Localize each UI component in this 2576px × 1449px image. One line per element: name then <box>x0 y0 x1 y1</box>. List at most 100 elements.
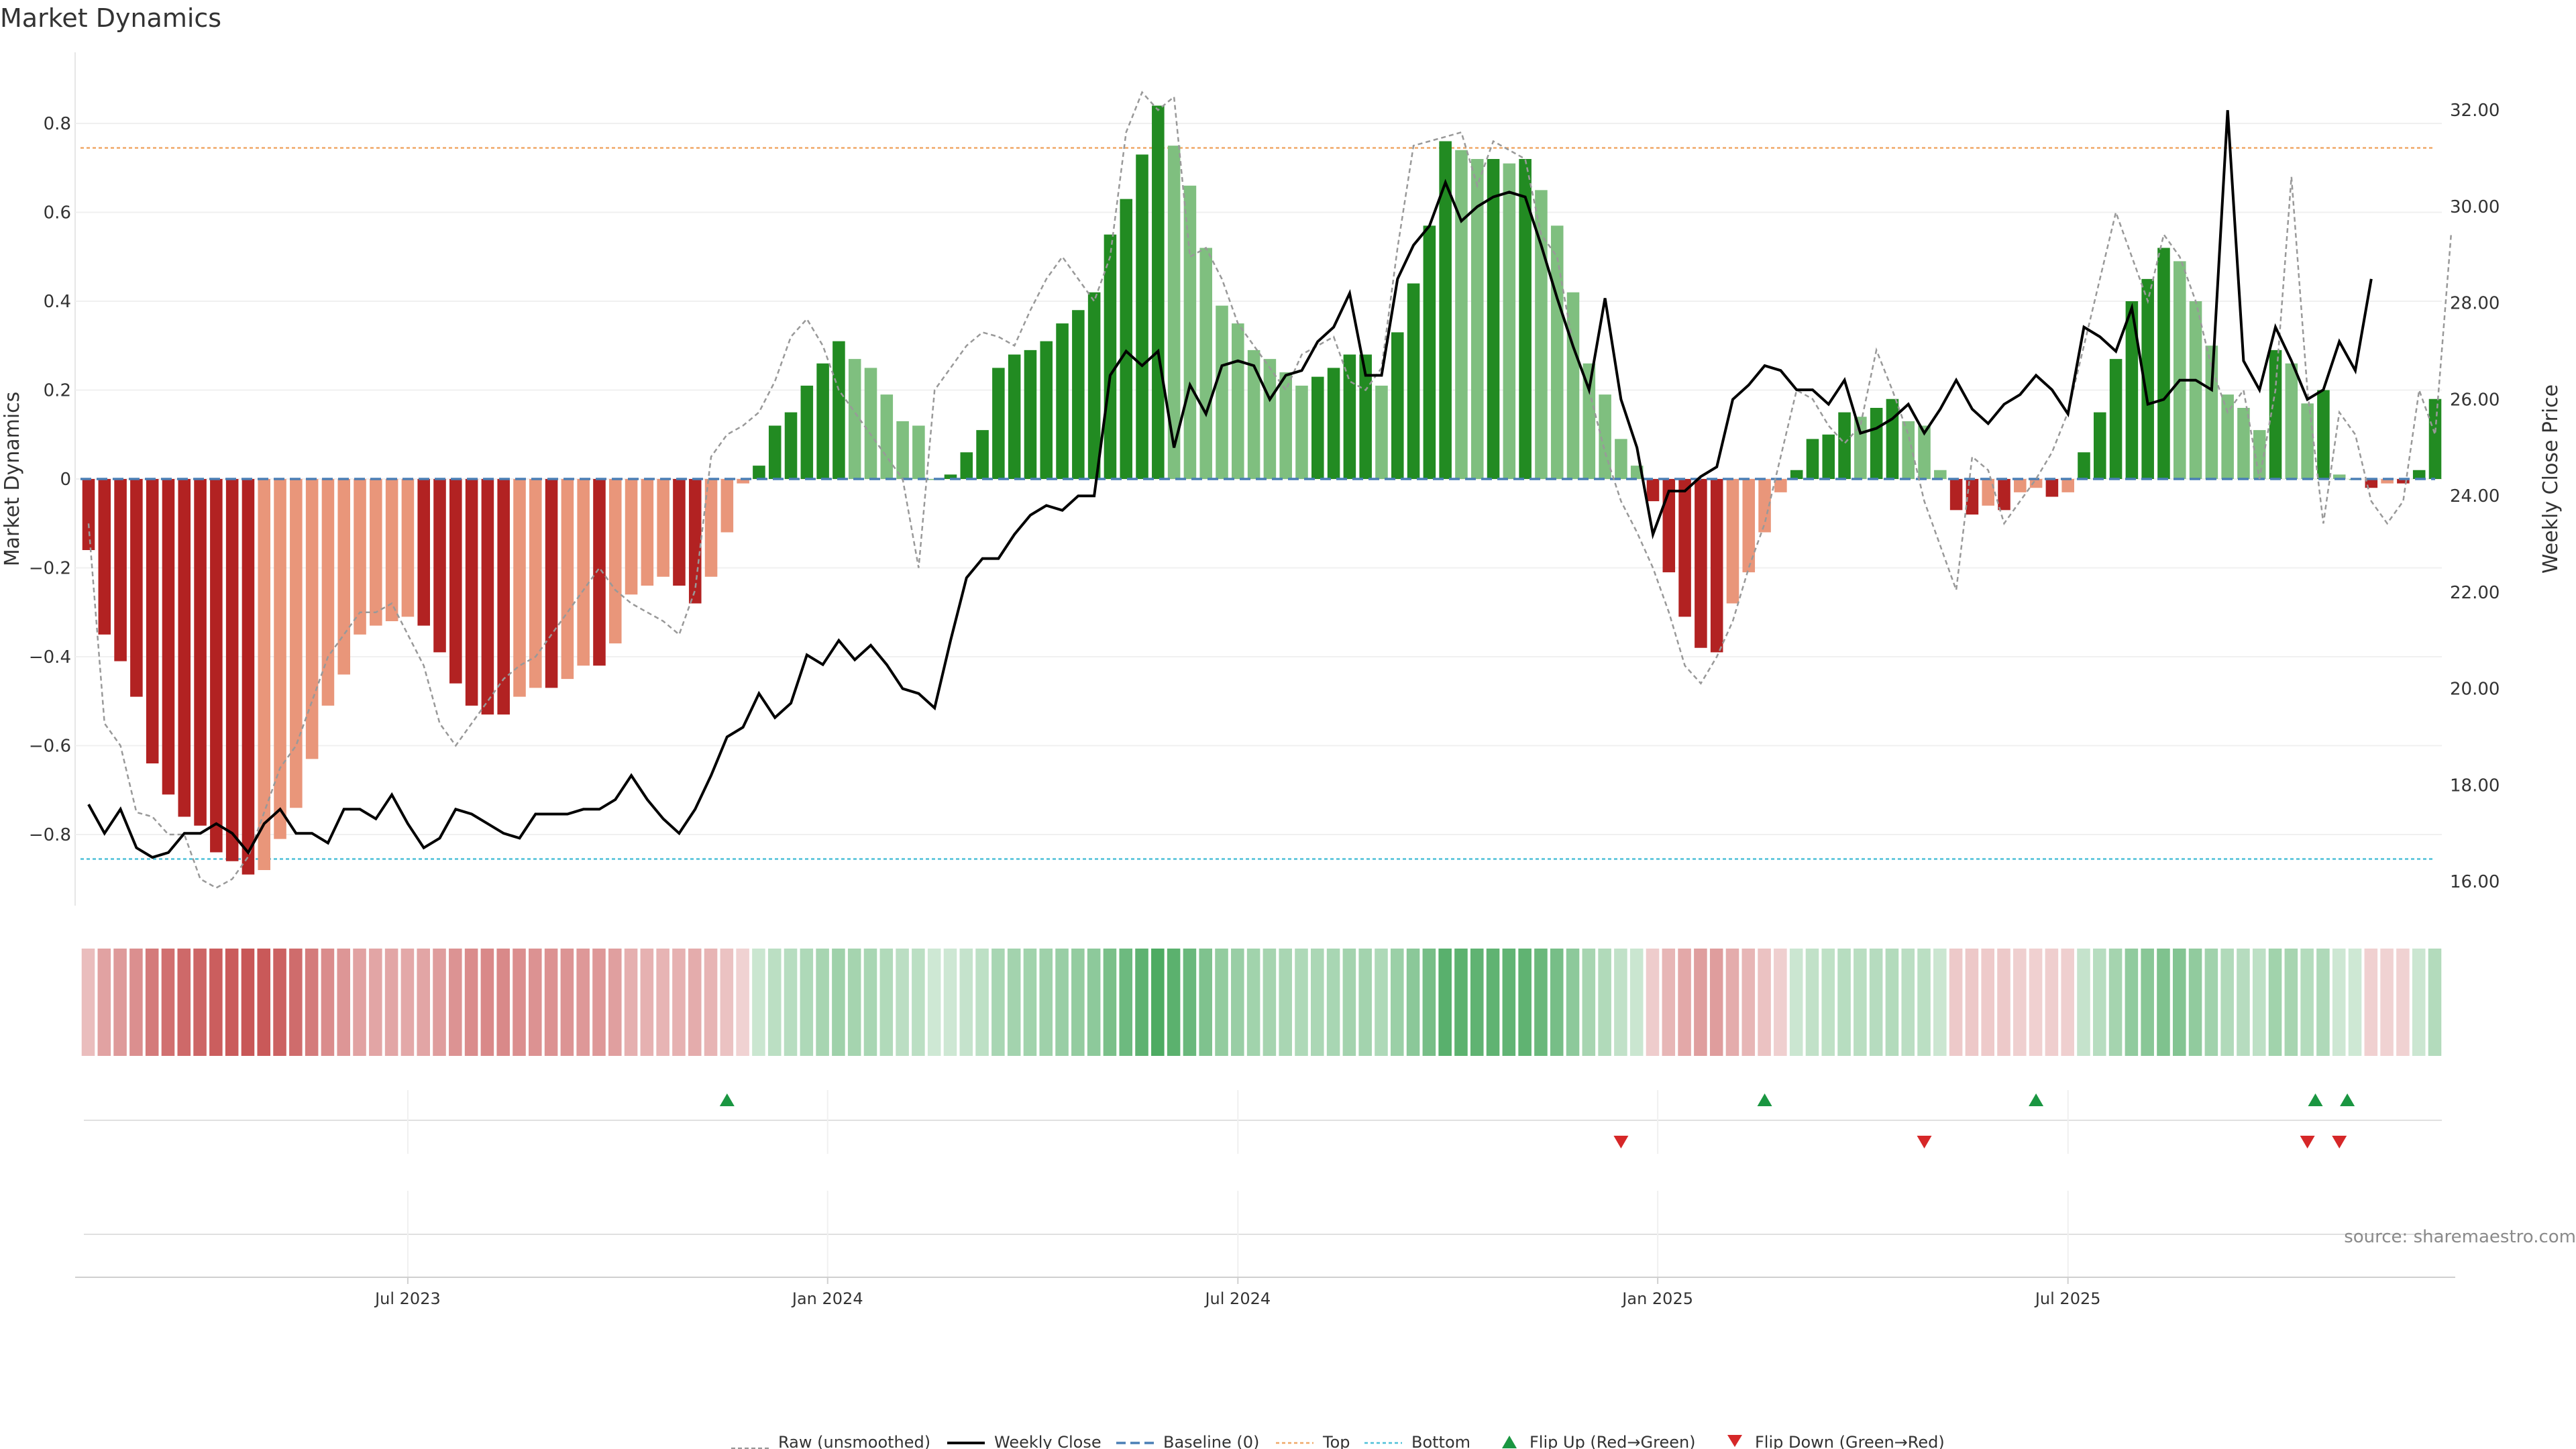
heat-strip-cell <box>161 949 175 1056</box>
heat-strip-cell <box>912 949 925 1056</box>
heat-strip-cell <box>2380 949 2394 1056</box>
legend-close-label: Weekly Close <box>994 1433 1102 1449</box>
heat-strip-cell <box>2125 949 2139 1056</box>
flip-down-marker <box>2300 1136 2315 1148</box>
heat-strip-cell <box>720 949 734 1056</box>
dynamics-bar <box>258 479 271 870</box>
heat-strip-cell <box>2316 949 2330 1056</box>
heat-strip-cell <box>1981 949 1994 1056</box>
heat-strip-cell <box>1709 949 1723 1056</box>
heat-strip-cell <box>2364 949 2378 1056</box>
dynamics-bar <box>1758 479 1771 533</box>
dynamics-bar <box>290 479 303 808</box>
heat-strip-cell <box>1438 949 1452 1056</box>
dynamics-bar <box>848 359 861 479</box>
heat-strip-cell <box>991 949 1005 1056</box>
dynamics-bar <box>992 368 1005 479</box>
heat-strip-cell <box>1215 949 1228 1056</box>
heat-strip-cell <box>305 949 319 1056</box>
heat-strip-cell <box>2157 949 2170 1056</box>
heat-strip-cell <box>2268 949 2282 1056</box>
dynamics-bar <box>1327 368 1340 479</box>
y2-tick-label: 22.00 <box>2450 583 2500 603</box>
dynamics-bar <box>2189 301 2202 479</box>
dynamics-bar <box>2397 479 2410 484</box>
y-tick-label: −0.4 <box>29 647 71 667</box>
heat-strip-cell <box>2108 949 2123 1056</box>
dynamics-bar <box>98 479 111 635</box>
heat-strip-cell <box>1789 949 1803 1056</box>
heat-strip-cell <box>752 949 765 1056</box>
flip-markers <box>719 1093 2355 1148</box>
dynamics-bar <box>1120 199 1133 479</box>
heat-strip-cell <box>1231 949 1244 1056</box>
flip-down-marker <box>1917 1136 1932 1148</box>
bottom-panel-grid <box>407 1191 2069 1277</box>
heat-strip-cell <box>2252 949 2266 1056</box>
dynamics-bar <box>2109 359 2123 479</box>
heat-strip-cell <box>1854 949 1867 1056</box>
dynamics-bar <box>1487 159 1500 479</box>
heat-strip-cell <box>337 949 351 1056</box>
heat-strip-cell <box>2204 949 2218 1056</box>
heat-strip-cell <box>1582 949 1596 1056</box>
dynamics-bar <box>178 479 191 817</box>
dynamics-bar <box>704 479 718 577</box>
heat-strip-cell <box>2077 949 2090 1056</box>
heat-strip-cell <box>1422 949 1436 1056</box>
dynamics-bar <box>210 479 223 853</box>
heat-strip-cell <box>1901 949 1915 1056</box>
dynamics-bar <box>274 479 286 839</box>
flip-up-marker <box>2029 1093 2044 1106</box>
dynamics-bar <box>2285 363 2298 479</box>
dynamics-bar <box>162 479 175 795</box>
y2-tick-label: 28.00 <box>2450 294 2500 314</box>
heat-strip-cell <box>400 949 415 1056</box>
legend-flip-down-marker <box>1727 1435 1742 1447</box>
dynamics-bar <box>481 479 494 715</box>
y2-axis-ticks: 16.00 18.00 20.00 22.00 24.00 26.00 28.00 30.00… <box>2450 101 2500 892</box>
heat-strip-cell <box>2061 949 2074 1056</box>
heat-strip-cell <box>273 949 286 1056</box>
dynamics-bar <box>688 479 702 604</box>
dynamics-bar <box>1646 479 1660 502</box>
heat-strip-cell <box>879 949 894 1056</box>
dynamics-bar <box>2078 452 2090 479</box>
heat-strip-cell <box>1454 949 1468 1056</box>
heat-strip-cell <box>1917 949 1931 1056</box>
legend-flip-up-label: Flip Up (Red→Green) <box>1529 1433 1696 1449</box>
dynamics-bar <box>1136 154 1148 479</box>
legend-flip-up-marker <box>1502 1436 1517 1448</box>
dynamics-bar <box>2173 261 2186 479</box>
dynamics-bar <box>1455 150 1468 479</box>
dynamics-bar <box>401 479 415 617</box>
dynamics-bar <box>896 421 909 479</box>
heat-strip-cell <box>767 949 782 1056</box>
dynamics-bar <box>114 479 127 661</box>
dynamics-bar <box>241 479 255 875</box>
dynamics-bar <box>800 385 814 479</box>
dynamics-bar <box>417 479 430 626</box>
dynamics-bar <box>529 479 542 688</box>
y2-tick-label: 16.00 <box>2450 872 2500 892</box>
dynamics-bar <box>768 425 782 479</box>
heat-strip-cell <box>1534 949 1548 1056</box>
dynamics-bar <box>82 479 95 550</box>
heat-strip-cell <box>1933 949 1947 1056</box>
heat-strip-cell <box>1550 949 1564 1056</box>
dynamics-bar <box>1040 341 1053 479</box>
dynamics-bar <box>2125 301 2139 479</box>
heat-strip-cell <box>449 949 462 1056</box>
heat-strip-cell <box>688 949 702 1056</box>
dynamics-bar <box>2317 390 2330 479</box>
heat-strip-cell <box>2045 949 2059 1056</box>
y2-tick-label: 24.00 <box>2450 486 2500 506</box>
heat-strip-cell <box>608 949 622 1056</box>
dynamics-bar <box>545 479 558 688</box>
heat-strip-cell <box>927 949 941 1056</box>
heat-strip-cell <box>1023 949 1037 1056</box>
flip-up-marker <box>1757 1093 1772 1106</box>
heat-strip-cell <box>1678 949 1691 1056</box>
dynamics-bar <box>561 479 574 680</box>
